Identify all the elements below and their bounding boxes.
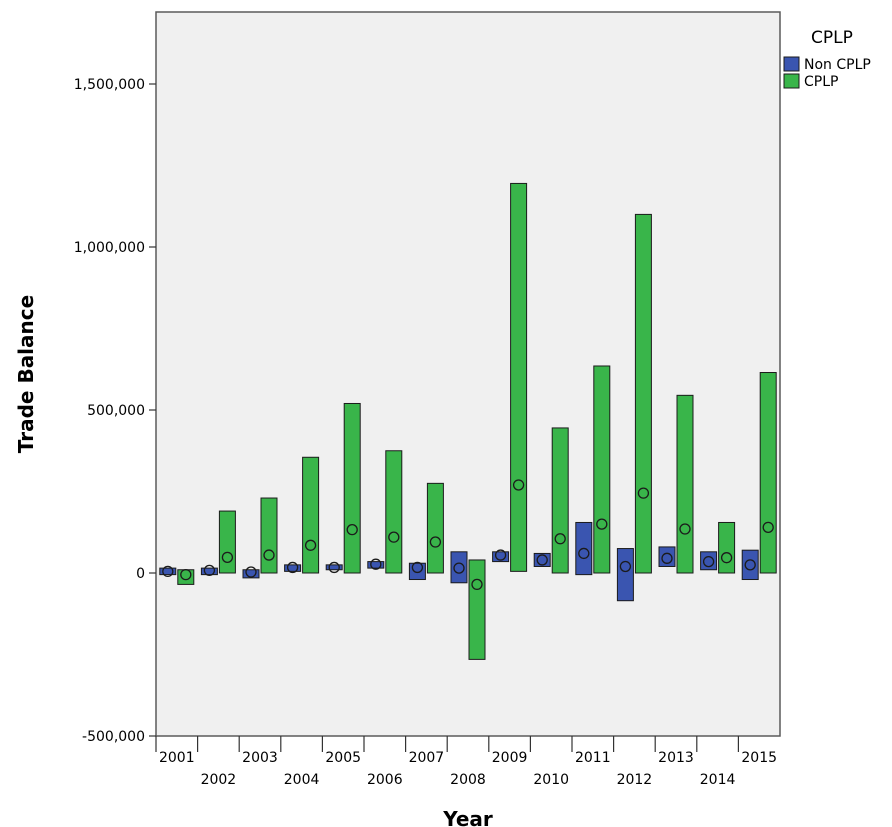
- bar-non-cplp: [450, 551, 468, 584]
- mean-marker: [304, 539, 317, 551]
- bar-non-cplp: [325, 564, 343, 571]
- x-tick-label: 2012: [617, 772, 653, 788]
- mean-marker: [578, 547, 590, 560]
- x-tick-label: 2007: [409, 750, 445, 766]
- mean-marker: [346, 523, 358, 536]
- chart-marks: [159, 182, 777, 660]
- legend-swatch: [783, 56, 800, 72]
- mean-marker: [286, 561, 299, 574]
- bar-cplp: [218, 510, 236, 574]
- x-tick-label: 2001: [159, 750, 195, 766]
- bar-cplp: [551, 427, 569, 574]
- mean-marker: [263, 549, 275, 561]
- mean-marker: [328, 561, 340, 574]
- bar-cplp: [718, 521, 736, 574]
- bar-cplp: [426, 482, 444, 574]
- mean-marker: [762, 521, 774, 534]
- mean-marker: [679, 523, 691, 535]
- bar-non-cplp: [242, 569, 260, 579]
- mean-marker: [494, 549, 507, 561]
- mean-marker: [245, 566, 257, 578]
- bar-non-cplp: [200, 567, 218, 576]
- legend-title: CPLP: [811, 28, 853, 48]
- bar-cplp: [634, 213, 652, 574]
- mean-marker: [221, 551, 234, 564]
- x-tick-label: 2008: [450, 772, 486, 788]
- legend-label: Non CPLP: [804, 57, 871, 73]
- bar-cplp: [385, 450, 403, 574]
- x-tick-label: 2011: [575, 750, 611, 766]
- mean-marker: [661, 552, 673, 564]
- mean-marker: [180, 568, 192, 581]
- mean-marker: [637, 487, 650, 499]
- bar-cplp: [343, 402, 361, 574]
- bar-cplp: [302, 456, 320, 574]
- bar-cplp: [260, 497, 278, 574]
- x-tick-label: 2014: [700, 772, 736, 788]
- x-tick-label: 2002: [201, 772, 237, 788]
- plot-area: [155, 11, 781, 737]
- mean-marker: [471, 578, 483, 591]
- bar-cplp: [676, 394, 694, 574]
- x-tick-label: 2006: [367, 772, 403, 788]
- bar-cplp: [510, 182, 528, 572]
- x-axis-title: Year: [442, 807, 493, 827]
- mean-marker: [162, 565, 174, 578]
- legend-label: CPLP: [804, 74, 838, 90]
- y-tick-label: 1,000,000: [74, 240, 145, 256]
- mean-marker: [619, 560, 632, 573]
- x-tick-label: 2013: [658, 750, 694, 766]
- x-tick-label: 2009: [492, 750, 528, 766]
- bar-non-cplp: [367, 561, 385, 569]
- y-axis-title: Trade Balance: [14, 295, 38, 453]
- mean-marker: [429, 536, 442, 548]
- bar-non-cplp: [492, 551, 510, 563]
- bar-cplp: [468, 559, 486, 660]
- bar-non-cplp: [159, 567, 177, 576]
- bar-non-cplp: [616, 548, 634, 602]
- mean-marker: [203, 564, 216, 577]
- y-axis: -500,000 0 500,000 1,000,000 1,500,000: [74, 77, 156, 745]
- mean-marker: [744, 559, 756, 571]
- mean-marker: [702, 555, 715, 568]
- bar-non-cplp: [284, 564, 302, 572]
- mean-marker: [370, 558, 382, 570]
- bar-cplp: [177, 569, 195, 585]
- y-tick-label: 0: [136, 566, 145, 582]
- bar-non-cplp: [408, 562, 426, 581]
- mean-marker: [453, 562, 465, 574]
- legend-swatch: [783, 73, 800, 89]
- x-tick-label: 2010: [533, 772, 569, 788]
- bar-cplp: [593, 365, 611, 574]
- mean-marker: [411, 561, 424, 574]
- mean-marker: [388, 531, 400, 543]
- x-axis: 2001 2002 2003 2004 2005 2006 2007 2008 2009 2010…: [155, 736, 777, 788]
- y-tick-label: 500,000: [87, 403, 145, 419]
- mean-marker: [596, 518, 608, 530]
- mean-marker: [536, 554, 548, 566]
- mean-marker: [554, 533, 566, 545]
- mean-marker: [720, 552, 733, 564]
- x-tick-label: 2004: [284, 772, 320, 788]
- bar-non-cplp: [741, 549, 759, 581]
- x-tick-label: 2003: [242, 750, 278, 766]
- bar-cplp: [759, 372, 777, 574]
- mean-marker: [512, 479, 525, 491]
- y-tick-label: 1,500,000: [74, 77, 145, 93]
- x-tick-label: 2015: [741, 750, 777, 766]
- x-tick-label: 2005: [325, 750, 361, 766]
- y-tick-label: -500,000: [82, 729, 145, 745]
